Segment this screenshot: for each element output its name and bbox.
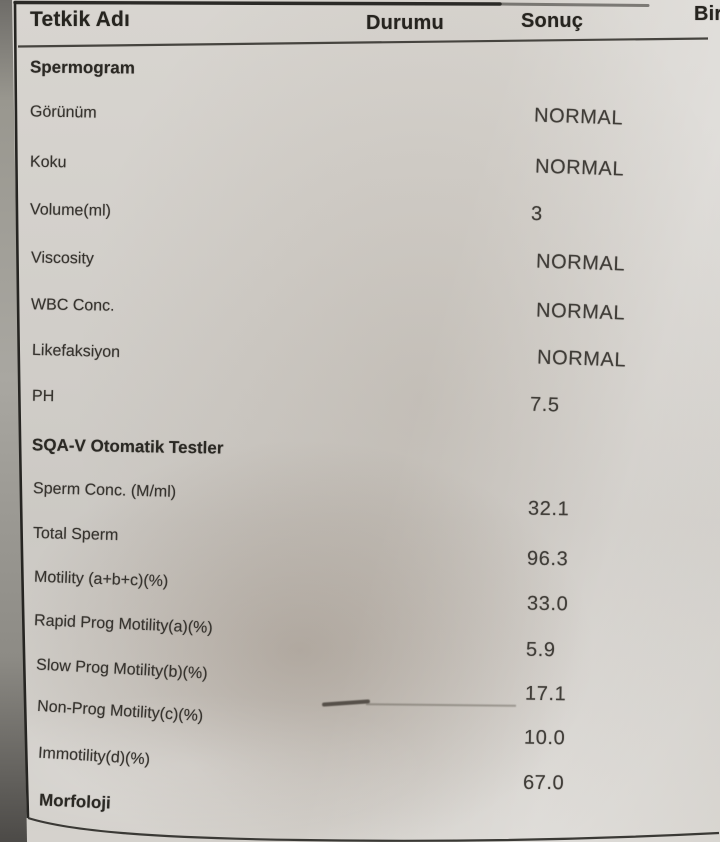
table-left-border: [13, 1, 30, 819]
row-label-non-prog-motility: Non-Prog Motility(c)(%): [36, 697, 204, 726]
column-header-status: Durumu: [366, 12, 444, 34]
row-label-ph: PH: [31, 387, 55, 406]
row-result-likefaksiyon: NORMAL: [536, 346, 627, 372]
row-result-non-prog-motility: 10.0: [523, 726, 566, 750]
row-result-gorunum: NORMAL: [533, 104, 624, 130]
section-title-morfoloji: Morfoloji: [38, 790, 112, 813]
row-result-viscosity: NORMAL: [535, 250, 626, 276]
row-label-total-sperm: Total Sperm: [32, 524, 119, 545]
row-label-motility-abc: Motility (a+b+c)(%): [33, 568, 169, 591]
paper-crease-line: [365, 703, 517, 707]
row-label-rapid-prog-motility: Rapid Prog Motility(a)(%): [33, 612, 214, 637]
column-header-test-name: Tetkik Adı: [30, 8, 131, 31]
row-result-total-sperm: 96.3: [526, 547, 569, 571]
row-result-immotility: 67.0: [522, 771, 565, 795]
row-result-rapid-prog-motility: 5.9: [525, 638, 556, 662]
row-result-slow-prog-motility: 17.1: [524, 682, 567, 706]
table-top-border: [13, 0, 502, 6]
paper-crease-mark: [321, 699, 371, 707]
row-label-likefaksiyon: Likefaksiyon: [31, 341, 121, 362]
row-result-koku: NORMAL: [534, 155, 625, 181]
row-label-immotility: Immotility(d)(%): [37, 744, 151, 769]
section-title-sqa-v: SQA-V Otomatik Testler: [31, 435, 224, 458]
row-label-koku: Koku: [29, 153, 67, 172]
row-label-wbc-conc: WBC Conc.: [30, 296, 115, 315]
column-header-result: Sonuç: [521, 10, 584, 32]
row-result-volume: 3: [530, 202, 544, 226]
row-label-gorunum: Görünüm: [29, 103, 97, 122]
row-result-sperm-conc: 32.1: [527, 497, 570, 521]
row-result-wbc-conc: NORMAL: [535, 299, 626, 325]
row-result-ph: 7.5: [529, 393, 560, 417]
row-label-slow-prog-motility: Slow Prog Motility(b)(%): [35, 656, 208, 683]
section-title-spermogram: Spermogram: [29, 57, 135, 78]
row-label-sperm-conc: Sperm Conc. (M/ml): [32, 480, 177, 501]
paper-left-edge: [0, 0, 27, 842]
row-label-volume: Volume(ml): [29, 201, 112, 220]
header-underline: [17, 37, 709, 48]
table-top-border-fade: [498, 2, 650, 7]
row-label-viscosity: Viscosity: [30, 249, 94, 268]
column-header-unit: Bir: [694, 3, 720, 25]
table-bottom-border: [27, 816, 720, 842]
row-result-motility-abc: 33.0: [526, 592, 569, 616]
